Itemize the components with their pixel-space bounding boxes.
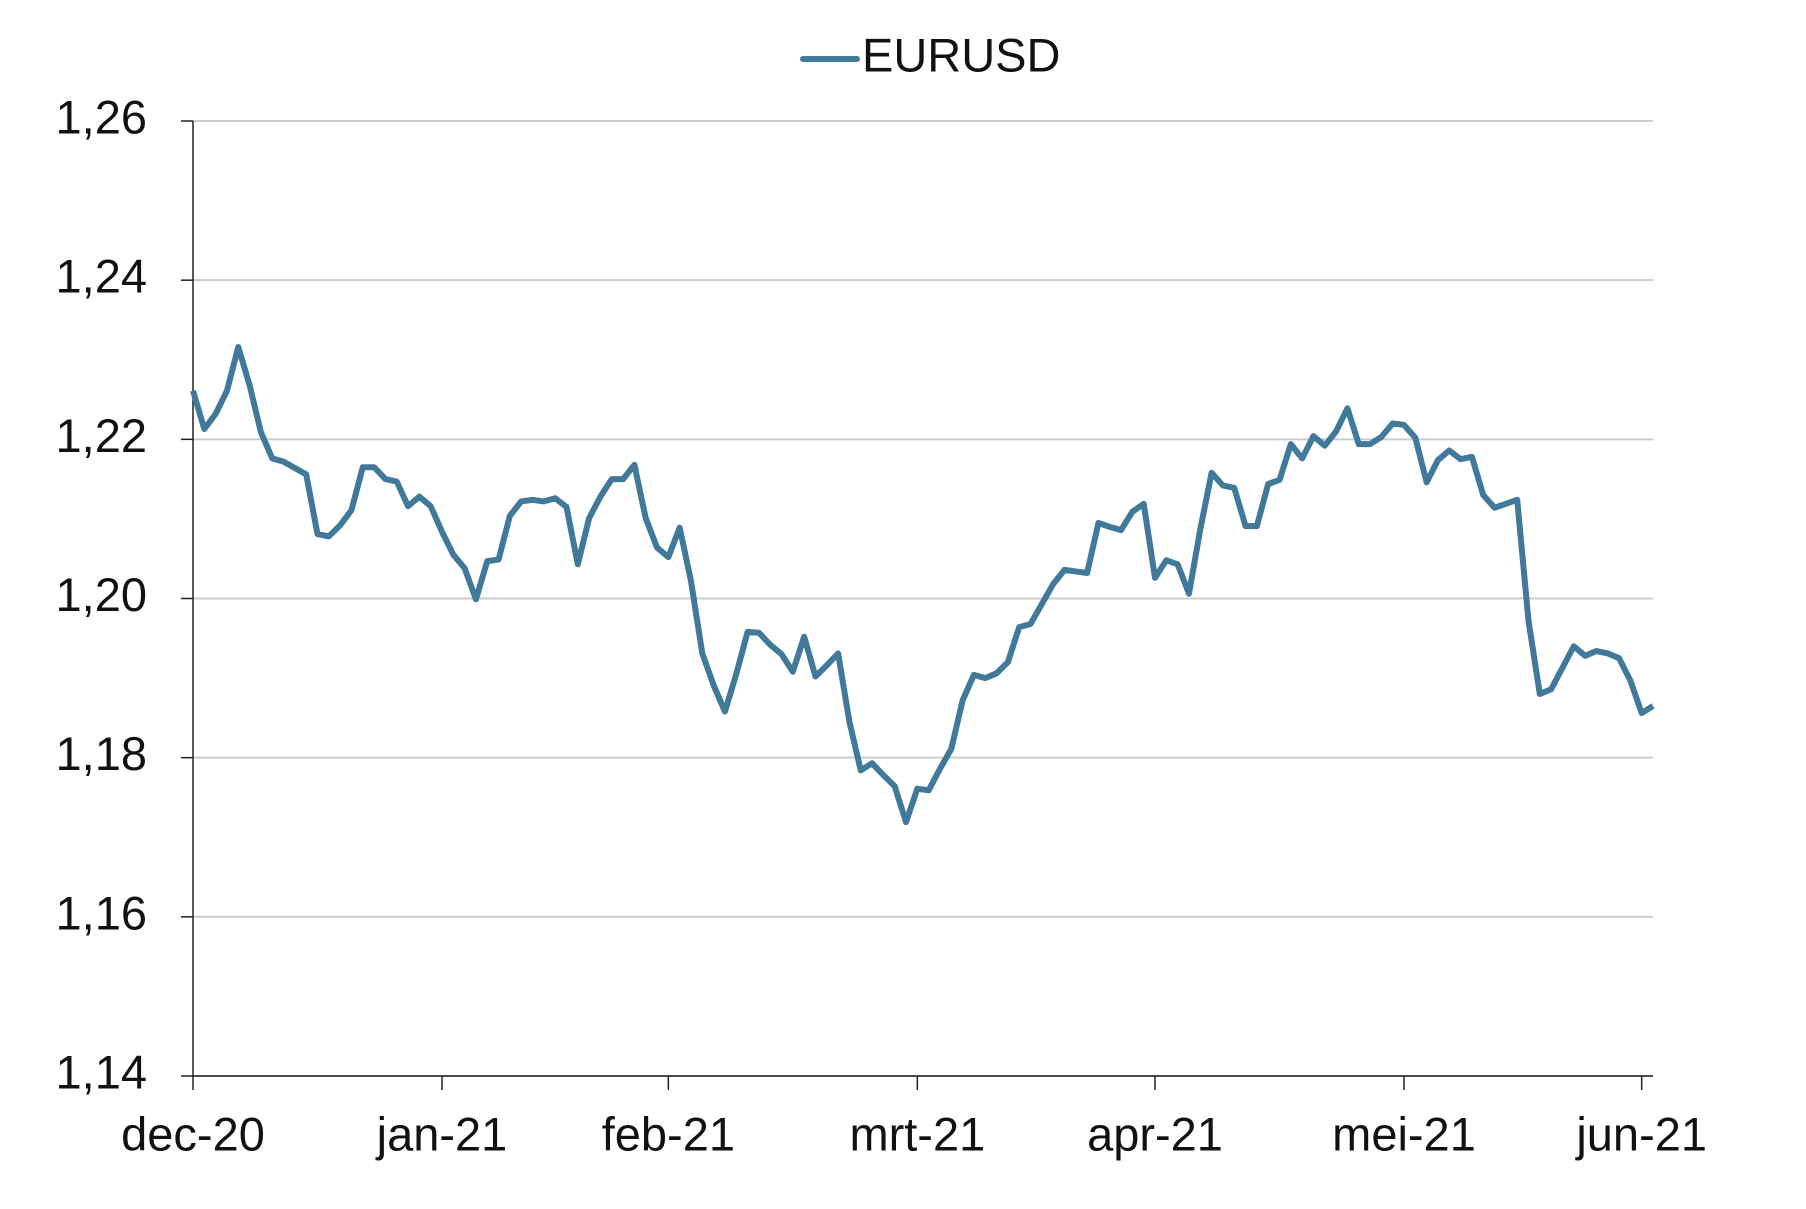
y-tick-label: 1,14 <box>56 1045 147 1098</box>
x-tick-label: jun-21 <box>1574 1107 1707 1160</box>
x-tick-label: dec-20 <box>121 1107 265 1160</box>
y-tick-label: 1,16 <box>56 886 147 939</box>
x-tick-label: mei-21 <box>1332 1107 1476 1160</box>
x-tick-label: apr-21 <box>1087 1107 1223 1160</box>
x-tick-label: feb-21 <box>602 1107 735 1160</box>
y-tick-label: 1,18 <box>56 727 147 780</box>
y-tick-label: 1,22 <box>56 409 147 462</box>
data-line <box>190 344 1655 826</box>
x-tick-label: jan-21 <box>375 1107 508 1160</box>
x-tick-label: mrt-21 <box>849 1107 985 1160</box>
y-tick-label: 1,20 <box>56 568 147 621</box>
y-tick-label: 1,24 <box>56 250 147 303</box>
y-tick-label: 1,26 <box>56 90 147 143</box>
legend-label: EURUSD <box>862 28 1060 81</box>
